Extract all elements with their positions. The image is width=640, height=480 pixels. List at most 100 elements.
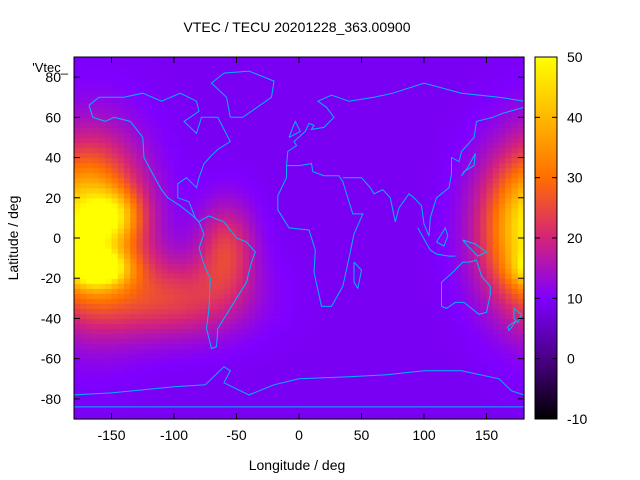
heatmap-cell (92, 368, 100, 375)
heatmap-cell (342, 182, 350, 189)
heatmap-cell (86, 353, 94, 360)
heatmap-cell (155, 232, 163, 239)
heatmap-cell (249, 248, 256, 254)
heatmap-cell (92, 303, 100, 309)
heatmap-cell (292, 92, 300, 98)
heatmap-cell (111, 182, 119, 189)
heatmap-cell (236, 278, 244, 284)
heatmap-cell (117, 308, 125, 315)
heatmap-cell (74, 57, 81, 63)
heatmap-cell (355, 142, 363, 149)
heatmap-cell (242, 263, 250, 269)
heatmap-cell (311, 187, 319, 194)
heatmap-cell (249, 308, 256, 315)
heatmap-cell (342, 157, 350, 164)
heatmap-cell (386, 383, 394, 390)
heatmap-cell (249, 353, 256, 360)
heatmap-cell (192, 167, 200, 174)
heatmap-cell (424, 278, 431, 284)
heatmap-cell (224, 167, 231, 174)
heatmap-cell (205, 313, 213, 320)
heatmap-cell (117, 283, 125, 289)
heatmap-cell (374, 107, 381, 113)
heatmap-cell (267, 338, 275, 345)
heatmap-cell (336, 172, 344, 179)
heatmap-cell (224, 182, 231, 189)
heatmap-cell (224, 378, 231, 385)
heatmap-cell (117, 157, 125, 164)
heatmap-cell (436, 67, 444, 73)
heatmap-cell (286, 358, 294, 365)
heatmap-cell (199, 413, 206, 420)
heatmap-cell (349, 222, 356, 229)
heatmap-cell (367, 388, 375, 395)
heatmap-cell (167, 258, 175, 264)
heatmap-cell (180, 142, 188, 149)
heatmap-cell (136, 283, 144, 289)
heatmap-cell (399, 172, 406, 179)
heatmap-cell (249, 62, 256, 68)
heatmap-cell (280, 122, 288, 128)
heatmap-cell (92, 353, 100, 360)
heatmap-cell (417, 192, 425, 199)
heatmap-cell (155, 323, 163, 330)
heatmap-cell (205, 388, 213, 395)
heatmap-cell (374, 202, 381, 209)
heatmap-cell (155, 373, 163, 380)
heatmap-cell (361, 87, 369, 93)
heatmap-cell (474, 152, 481, 159)
heatmap-cell (480, 343, 488, 350)
heatmap-cell (430, 232, 438, 239)
heatmap-cell (230, 238, 238, 244)
heatmap-cell (386, 57, 394, 63)
heatmap-cell (86, 62, 94, 68)
heatmap-cell (442, 408, 450, 415)
heatmap-cell (99, 263, 106, 269)
heatmap-cell (317, 358, 325, 365)
heatmap-cell (261, 132, 269, 139)
heatmap-cell (380, 368, 388, 375)
heatmap-cell (167, 353, 175, 360)
heatmap-cell (455, 258, 463, 264)
heatmap-cell (192, 117, 200, 123)
heatmap-cell (430, 222, 438, 229)
heatmap-cell (442, 172, 450, 179)
heatmap-cell (192, 283, 200, 289)
heatmap-cell (355, 288, 363, 294)
heatmap-cell (117, 238, 125, 244)
heatmap-cell (267, 318, 275, 325)
heatmap-cell (361, 268, 369, 274)
heatmap-cell (336, 87, 344, 93)
heatmap-cell (349, 87, 356, 93)
heatmap-cell (86, 132, 94, 139)
heatmap-cell (492, 413, 500, 420)
heatmap-cell (249, 192, 256, 199)
heatmap-cell (99, 243, 106, 249)
heatmap-cell (267, 373, 275, 380)
heatmap-cell (449, 343, 456, 350)
heatmap-cell (74, 157, 81, 164)
heatmap-cell (330, 57, 338, 63)
heatmap-cell (386, 338, 394, 345)
heatmap-cell (380, 117, 388, 123)
heatmap-cell (399, 408, 406, 415)
heatmap-cell (249, 167, 256, 174)
heatmap-cell (430, 207, 438, 214)
heatmap-cell (149, 363, 156, 370)
heatmap-cell (149, 167, 156, 174)
heatmap-cell (417, 162, 425, 169)
heatmap-cell (205, 408, 213, 415)
heatmap-cell (74, 413, 81, 420)
heatmap-cell (192, 67, 200, 73)
heatmap-cell (99, 238, 106, 244)
heatmap-cell (399, 348, 406, 355)
heatmap-cell (342, 77, 350, 83)
heatmap-cell (105, 273, 113, 279)
heatmap-cell (149, 313, 156, 320)
heatmap-cell (492, 112, 500, 118)
heatmap-cell (311, 212, 319, 219)
heatmap-cell (142, 77, 150, 83)
heatmap-cell (374, 117, 381, 123)
heatmap-cell (192, 122, 200, 128)
heatmap-cell (324, 328, 331, 335)
